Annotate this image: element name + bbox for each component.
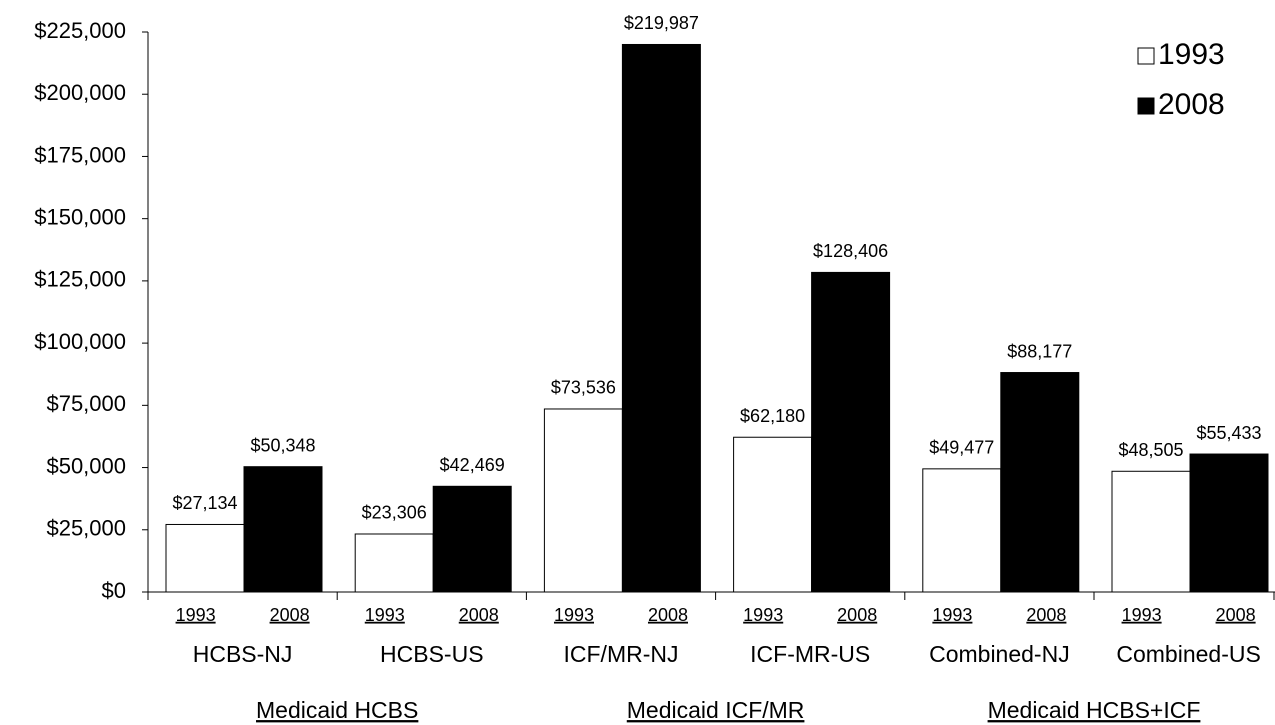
y-tick-label: $75,000 — [46, 391, 126, 416]
data-label: $42,469 — [440, 455, 505, 475]
bar — [1189, 453, 1269, 593]
series-sublabel: 2008 — [270, 605, 310, 625]
series-sublabel: 2008 — [837, 605, 877, 625]
legend-label: 1993 — [1158, 38, 1225, 71]
legend-label: 2008 — [1158, 88, 1225, 121]
data-label: $49,477 — [929, 438, 994, 458]
group-label: Medicaid HCBS+ICF — [988, 697, 1201, 723]
data-label: $88,177 — [1007, 341, 1072, 361]
data-label: $55,433 — [1196, 423, 1261, 443]
series-sublabel: 1993 — [932, 605, 972, 625]
x-tick-label: ICF-MR-US — [750, 641, 870, 667]
y-tick-label: $125,000 — [34, 267, 126, 292]
series-sublabel: 1993 — [554, 605, 594, 625]
legend-swatch — [1137, 97, 1155, 115]
data-label: $62,180 — [740, 406, 805, 426]
group-label: Medicaid ICF/MR — [627, 697, 805, 723]
x-tick-label: Combined-NJ — [929, 641, 1070, 667]
y-tick-label: $225,000 — [34, 18, 126, 43]
bar — [543, 408, 623, 593]
bar — [354, 533, 434, 593]
y-tick-label: $175,000 — [34, 142, 126, 167]
y-tick-label: $150,000 — [34, 204, 126, 229]
bar — [621, 43, 701, 593]
bar — [243, 466, 323, 593]
x-tick-label: Combined-US — [1116, 641, 1260, 667]
bar — [432, 485, 512, 593]
bar — [1111, 470, 1191, 593]
series-sublabel: 2008 — [459, 605, 499, 625]
data-label: $219,987 — [624, 13, 699, 33]
series-sublabel: 2008 — [648, 605, 688, 625]
y-tick-label: $100,000 — [34, 329, 126, 354]
data-label: $23,306 — [362, 503, 427, 523]
y-tick-label: $50,000 — [46, 453, 126, 478]
data-label: $48,505 — [1118, 440, 1183, 460]
legend-swatch — [1137, 47, 1155, 65]
x-tick-label: HCBS-NJ — [193, 641, 293, 667]
group-label: Medicaid HCBS — [256, 697, 418, 723]
series-sublabel: 1993 — [743, 605, 783, 625]
data-label: $73,536 — [551, 378, 616, 398]
y-tick-label: $25,000 — [46, 516, 126, 541]
series-sublabel: 1993 — [1122, 605, 1162, 625]
bar — [733, 436, 813, 593]
bar — [165, 523, 245, 593]
data-label: $128,406 — [813, 241, 888, 261]
x-tick-label: HCBS-US — [380, 641, 484, 667]
x-tick-label: ICF/MR-NJ — [564, 641, 679, 667]
bar — [811, 271, 891, 593]
data-label: $27,134 — [172, 493, 237, 513]
series-sublabel: 2008 — [1026, 605, 1066, 625]
bar — [1000, 372, 1080, 593]
y-tick-label: $0 — [102, 578, 126, 603]
y-tick-label: $200,000 — [34, 80, 126, 105]
bar — [922, 468, 1002, 593]
data-label: $50,348 — [250, 435, 315, 455]
series-sublabel: 1993 — [365, 605, 405, 625]
series-sublabel: 1993 — [176, 605, 216, 625]
series-sublabel: 2008 — [1216, 605, 1256, 625]
